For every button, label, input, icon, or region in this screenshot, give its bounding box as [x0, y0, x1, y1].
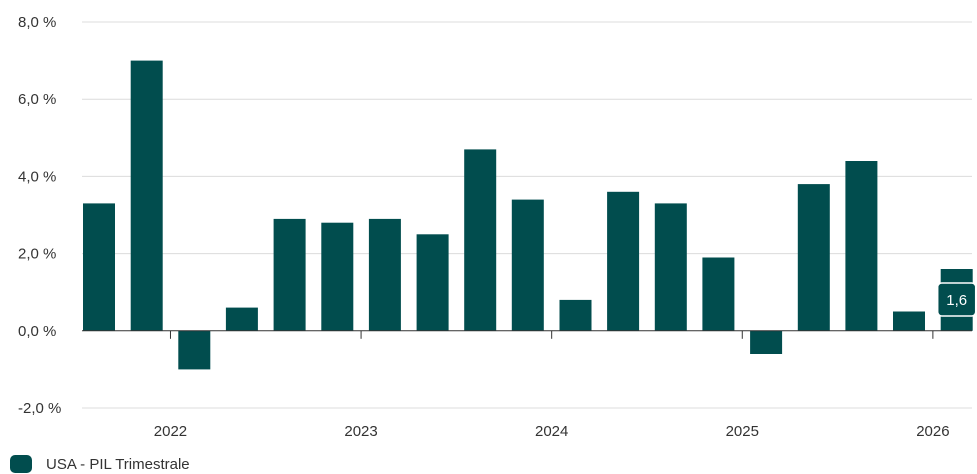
- bar[interactable]: [273, 218, 306, 331]
- x-tick-label: 2022: [154, 423, 187, 440]
- x-tick-label: 2023: [344, 423, 377, 440]
- bar[interactable]: [321, 222, 354, 331]
- bar[interactable]: [225, 307, 258, 331]
- tooltip-box: [936, 282, 977, 317]
- y-tick-label: -2,0 %: [18, 400, 61, 417]
- y-axis-labels: 8,0 % 6,0 % 4,0 % 2,0 % 0,0 % -2,0 %: [18, 14, 61, 417]
- bar[interactable]: [559, 299, 592, 331]
- y-tick-label: 8,0 %: [18, 14, 56, 31]
- y-tick-label: 0,0 %: [18, 323, 56, 340]
- bar[interactable]: [607, 191, 640, 331]
- bars: [83, 60, 973, 370]
- bar[interactable]: [178, 330, 211, 370]
- x-axis-labels: 2022 2023 2024 2025 2026: [154, 423, 950, 440]
- legend[interactable]: USA - PIL Trimestrale: [10, 455, 190, 473]
- y-tick-label: 6,0 %: [18, 91, 56, 108]
- bar[interactable]: [797, 184, 830, 331]
- bar[interactable]: [130, 60, 163, 331]
- bar[interactable]: [654, 203, 687, 331]
- bar[interactable]: [416, 234, 449, 331]
- bar[interactable]: [83, 203, 115, 331]
- bar[interactable]: [368, 218, 401, 331]
- bar[interactable]: [702, 257, 735, 331]
- x-tick-label: 2024: [535, 423, 568, 440]
- bar[interactable]: [511, 199, 544, 331]
- tooltip-label: 1,6: [946, 292, 967, 309]
- tooltip: 1,6: [936, 282, 977, 317]
- x-axis: [82, 330, 972, 339]
- y-tick-label: 2,0 %: [18, 246, 56, 263]
- y-tick-label: 4,0 %: [18, 168, 56, 185]
- bar-chart: 8,0 % 6,0 % 4,0 % 2,0 % 0,0 % -2,0 % 2022 2023…: [18, 14, 977, 440]
- bar[interactable]: [464, 149, 497, 331]
- bar[interactable]: [750, 330, 783, 354]
- legend-swatch: [10, 455, 32, 473]
- legend-label: USA - PIL Trimestrale: [46, 455, 190, 473]
- x-tick-label: 2026: [916, 423, 949, 440]
- bar[interactable]: [845, 161, 878, 331]
- bar[interactable]: [893, 311, 925, 331]
- x-tick-label: 2025: [726, 423, 759, 440]
